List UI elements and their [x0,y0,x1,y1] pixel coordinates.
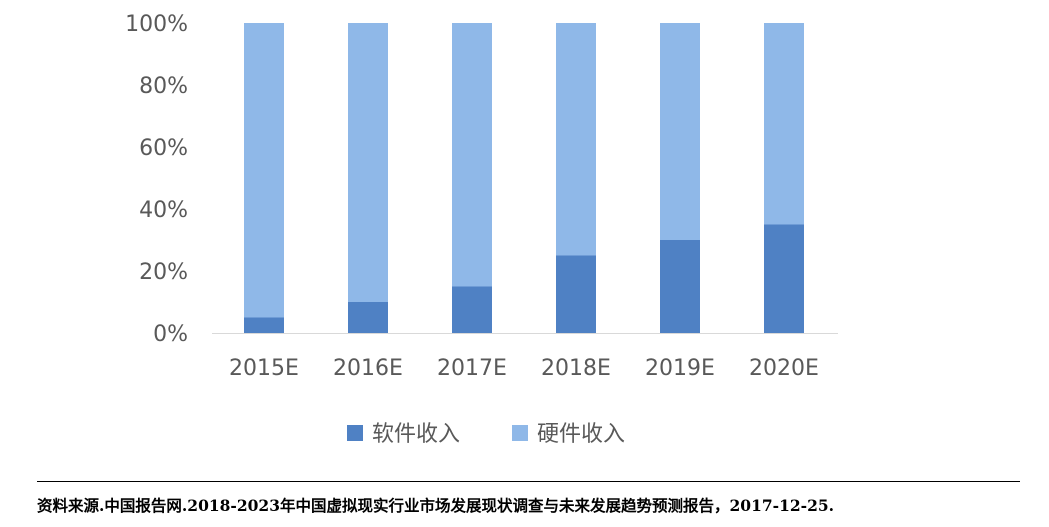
y-tick-label: 0% [153,322,188,347]
x-tick-label: 2020E [749,356,819,381]
x-tick-label: 2016E [333,356,403,381]
bar-hardware-segment [452,23,492,287]
y-tick-label: 40% [139,198,188,223]
bar-software-segment [244,317,284,333]
x-tick-label: 2017E [437,356,507,381]
x-tick-label: 2015E [229,356,299,381]
x-tick-label: 2018E [541,356,611,381]
bar-hardware-segment [764,23,804,225]
chart-area: 0% 20% 40% 60% 80% 100% 2015E 2016E 2017E 2018E 20… [125,12,838,447]
y-tick-label: 80% [139,74,188,99]
y-tick-label: 60% [139,136,188,161]
bar-software-segment [764,224,804,333]
bar-software-segment [348,302,388,333]
bar-hardware-segment [660,23,700,240]
bar-software-segment [556,255,596,333]
bar-software-segment [660,240,700,333]
stacked-bar-chart: 0% 20% 40% 60% 80% 100% 2015E 2016E 2017E 2018E 20… [125,12,838,447]
source-note: 资料来源.中国报告网.2018-2023年中国虚拟现实行业市场发展现状调查与未来… [37,496,835,515]
source-divider [37,481,1020,482]
legend-item-hardware-label: 硬件收入 [537,422,625,447]
legend-item-software-swatch [347,425,363,441]
bar-hardware-segment [348,23,388,302]
bar-hardware-segment [244,23,284,318]
legend-item-hardware-swatch [512,425,528,441]
x-tick-label: 2019E [645,356,715,381]
legend-item-software-label: 软件收入 [372,422,460,447]
y-tick-label: 20% [139,260,188,285]
bar-software-segment [452,286,492,333]
y-tick-label: 100% [125,12,188,37]
bar-hardware-segment [556,23,596,256]
